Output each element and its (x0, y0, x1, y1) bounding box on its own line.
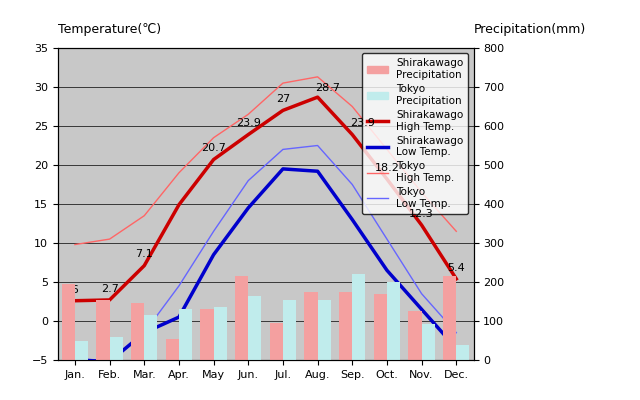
Tokyo
High Temp. (140, 213, 148, 218)
Shirakawago
High Temp. (452, 276, 460, 281)
Tokyo
Low Temp. (71, 356, 79, 361)
Shirakawago
Low Temp. (106, 359, 113, 364)
Tokyo
High Temp. (314, 74, 321, 79)
Shirakawago
High Temp. (314, 95, 321, 100)
Tokyo
Low Temp. (348, 182, 356, 187)
Text: 5.4: 5.4 (447, 263, 465, 273)
Tokyo
Low Temp. (140, 330, 148, 335)
Text: 18.2: 18.2 (374, 163, 399, 173)
Bar (214, 307, 227, 360)
Bar (456, 345, 470, 360)
Tokyo
High Temp. (452, 229, 460, 234)
Bar (179, 309, 192, 360)
Shirakawago
Low Temp. (348, 217, 356, 222)
Tokyo
Low Temp. (210, 229, 218, 234)
Tokyo
Low Temp. (314, 143, 321, 148)
Shirakawago
High Temp. (175, 202, 183, 207)
Bar (283, 300, 296, 360)
Bar (339, 292, 352, 360)
Text: 12.3: 12.3 (409, 209, 434, 219)
Tokyo
High Temp. (279, 81, 287, 86)
Shirakawago
High Temp. (140, 263, 148, 268)
Tokyo
Low Temp. (106, 358, 113, 363)
Text: 27: 27 (276, 94, 290, 104)
Bar (75, 340, 88, 360)
Legend: Shirakawago
Precipitation, Tokyo
Precipitation, Shirakawago
High Temp., Shirakaw: Shirakawago Precipitation, Tokyo Precipi… (362, 53, 468, 214)
Tokyo
Low Temp. (279, 147, 287, 152)
Bar (422, 324, 435, 360)
Shirakawago
Low Temp. (71, 358, 79, 362)
Bar (352, 274, 365, 360)
Tokyo
High Temp. (348, 104, 356, 109)
Text: 28.7: 28.7 (316, 83, 340, 93)
Bar (131, 304, 144, 360)
Bar (200, 309, 214, 360)
Shirakawago
Low Temp. (418, 307, 426, 312)
Shirakawago
High Temp. (279, 108, 287, 113)
Text: 2.7: 2.7 (100, 284, 118, 294)
Tokyo
Low Temp. (175, 284, 183, 288)
Tokyo
High Temp. (106, 237, 113, 242)
Bar (387, 282, 400, 360)
Tokyo
High Temp. (244, 112, 252, 117)
Shirakawago
High Temp. (418, 223, 426, 228)
Text: 7.1: 7.1 (136, 249, 153, 259)
Line: Tokyo
Low Temp.: Tokyo Low Temp. (75, 146, 456, 361)
Tokyo
High Temp. (71, 242, 79, 247)
Text: 20.7: 20.7 (201, 143, 226, 153)
Shirakawago
Low Temp. (314, 169, 321, 174)
Text: Precipitation(mm): Precipitation(mm) (474, 22, 586, 36)
Tokyo
Low Temp. (418, 291, 426, 296)
Shirakawago
Low Temp. (210, 252, 218, 257)
Shirakawago
High Temp. (106, 298, 113, 302)
Bar (374, 294, 387, 360)
Shirakawago
Low Temp. (452, 346, 460, 351)
Bar (248, 296, 262, 360)
Tokyo
Low Temp. (383, 237, 391, 242)
Shirakawago
High Temp. (348, 132, 356, 137)
Shirakawago
Low Temp. (244, 206, 252, 210)
Bar (166, 338, 179, 360)
Bar (61, 284, 75, 360)
Line: Tokyo
High Temp.: Tokyo High Temp. (75, 77, 456, 244)
Bar (305, 292, 317, 360)
Text: 2.6: 2.6 (61, 285, 79, 295)
Text: Temperature(℃): Temperature(℃) (58, 22, 161, 36)
Tokyo
Low Temp. (244, 178, 252, 183)
Shirakawago
Low Temp. (279, 166, 287, 171)
Shirakawago
Low Temp. (140, 330, 148, 335)
Bar (235, 276, 248, 360)
Bar (144, 315, 157, 360)
Bar (408, 311, 422, 360)
Bar (269, 323, 283, 360)
Shirakawago
High Temp. (71, 298, 79, 303)
Line: Shirakawago
Low Temp.: Shirakawago Low Temp. (75, 169, 456, 362)
Shirakawago
High Temp. (210, 157, 218, 162)
Bar (97, 300, 109, 360)
Tokyo
High Temp. (175, 170, 183, 175)
Line: Shirakawago
High Temp.: Shirakawago High Temp. (75, 97, 456, 301)
Text: 23.9: 23.9 (350, 118, 375, 128)
Tokyo
High Temp. (210, 135, 218, 140)
Shirakawago
Low Temp. (175, 315, 183, 320)
Shirakawago
High Temp. (383, 177, 391, 182)
Tokyo
Low Temp. (452, 330, 460, 335)
Shirakawago
Low Temp. (383, 268, 391, 273)
Text: 23.9: 23.9 (236, 118, 260, 128)
Bar (317, 300, 331, 360)
Tokyo
High Temp. (383, 147, 391, 152)
Tokyo
High Temp. (418, 190, 426, 195)
Bar (443, 276, 456, 360)
Bar (109, 337, 123, 360)
Shirakawago
High Temp. (244, 132, 252, 137)
